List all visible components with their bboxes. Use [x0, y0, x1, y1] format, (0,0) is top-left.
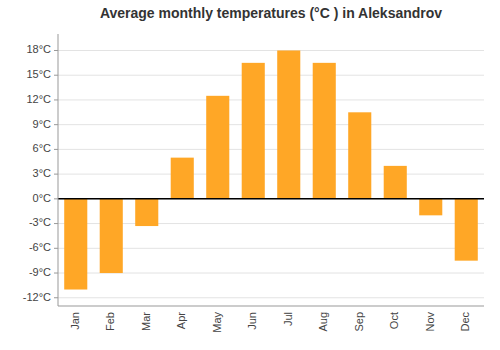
y-tick-label: 9°C: [33, 118, 52, 130]
y-tick-label: 0°C: [33, 192, 52, 204]
y-tick: [54, 223, 58, 224]
zero-line: [58, 198, 484, 200]
y-tick: [54, 198, 58, 199]
grid-line: [58, 50, 484, 51]
y-tick: [54, 174, 58, 175]
bar: [313, 63, 336, 199]
y-tick-label: 15°C: [26, 68, 51, 80]
y-tick: [54, 124, 58, 125]
chart-container: -12°C -9°C -6°C -3°C 0°C 3°C 6°C 9°C 12°C 15°C 18°…: [0, 0, 500, 350]
y-tick-label: -12°C: [23, 291, 51, 303]
grid-line: [58, 124, 484, 125]
x-tick-label: Jan: [69, 312, 81, 330]
x-tick-label: Apr: [175, 312, 187, 329]
y-tick: [54, 297, 58, 298]
y-tick: [54, 75, 58, 76]
grid-line: [58, 99, 484, 100]
bar: [64, 199, 87, 290]
y-axis: -12°C -9°C -6°C -3°C 0°C 3°C 6°C 9°C 12°C 15°C 18°…: [23, 43, 58, 302]
y-tick-label: -9°C: [29, 266, 51, 278]
bar: [419, 199, 442, 215]
y-axis-line: [58, 34, 59, 306]
title: Average monthly temperatures (°C ) in Al…: [100, 5, 442, 21]
grid-line: [58, 174, 484, 175]
y-tick-label: -3°C: [29, 216, 51, 228]
x-axis: Jan Feb Mar Apr May Jun Jul Aug Sep Oct Nov Dec: [69, 312, 472, 333]
bar: [348, 112, 371, 199]
bar: [277, 50, 300, 198]
x-tick-label: Jun: [246, 312, 258, 330]
y-tick: [54, 50, 58, 51]
bar: [242, 63, 265, 199]
x-tick-label: May: [211, 312, 223, 333]
y-tick: [54, 248, 58, 249]
x-tick-label: Jul: [282, 312, 294, 326]
x-tick-label: Mar: [140, 312, 152, 331]
x-tick-label: Oct: [388, 312, 400, 329]
bar: [206, 96, 229, 199]
x-tick-label: Dec: [459, 312, 471, 332]
grid-line: [58, 149, 484, 150]
y-tick-label: -6°C: [29, 241, 51, 253]
y-tick-label: 12°C: [26, 93, 51, 105]
grid: [58, 50, 484, 297]
y-tick: [54, 273, 58, 274]
y-tick: [54, 149, 58, 150]
grid-line: [58, 198, 484, 199]
bar: [100, 199, 123, 273]
chart-svg: -12°C -9°C -6°C -3°C 0°C 3°C 6°C 9°C 12°C 15°C 18°…: [0, 0, 500, 350]
bar: [171, 158, 194, 199]
y-tick: [54, 99, 58, 100]
grid-line: [58, 297, 484, 298]
x-tick-label: Aug: [317, 312, 329, 332]
bar: [455, 199, 478, 261]
x-tick-label: Nov: [424, 312, 436, 332]
bar: [384, 166, 407, 199]
bar: [135, 199, 158, 226]
x-tick-label: Sep: [353, 312, 365, 332]
y-tick-label: 6°C: [33, 142, 52, 154]
x-axis-line: [58, 306, 484, 307]
bars: [64, 50, 478, 289]
y-tick-label: 18°C: [26, 43, 51, 55]
x-tick-label: Feb: [104, 312, 116, 331]
y-tick-label: 3°C: [33, 167, 52, 179]
grid-line: [58, 75, 484, 76]
